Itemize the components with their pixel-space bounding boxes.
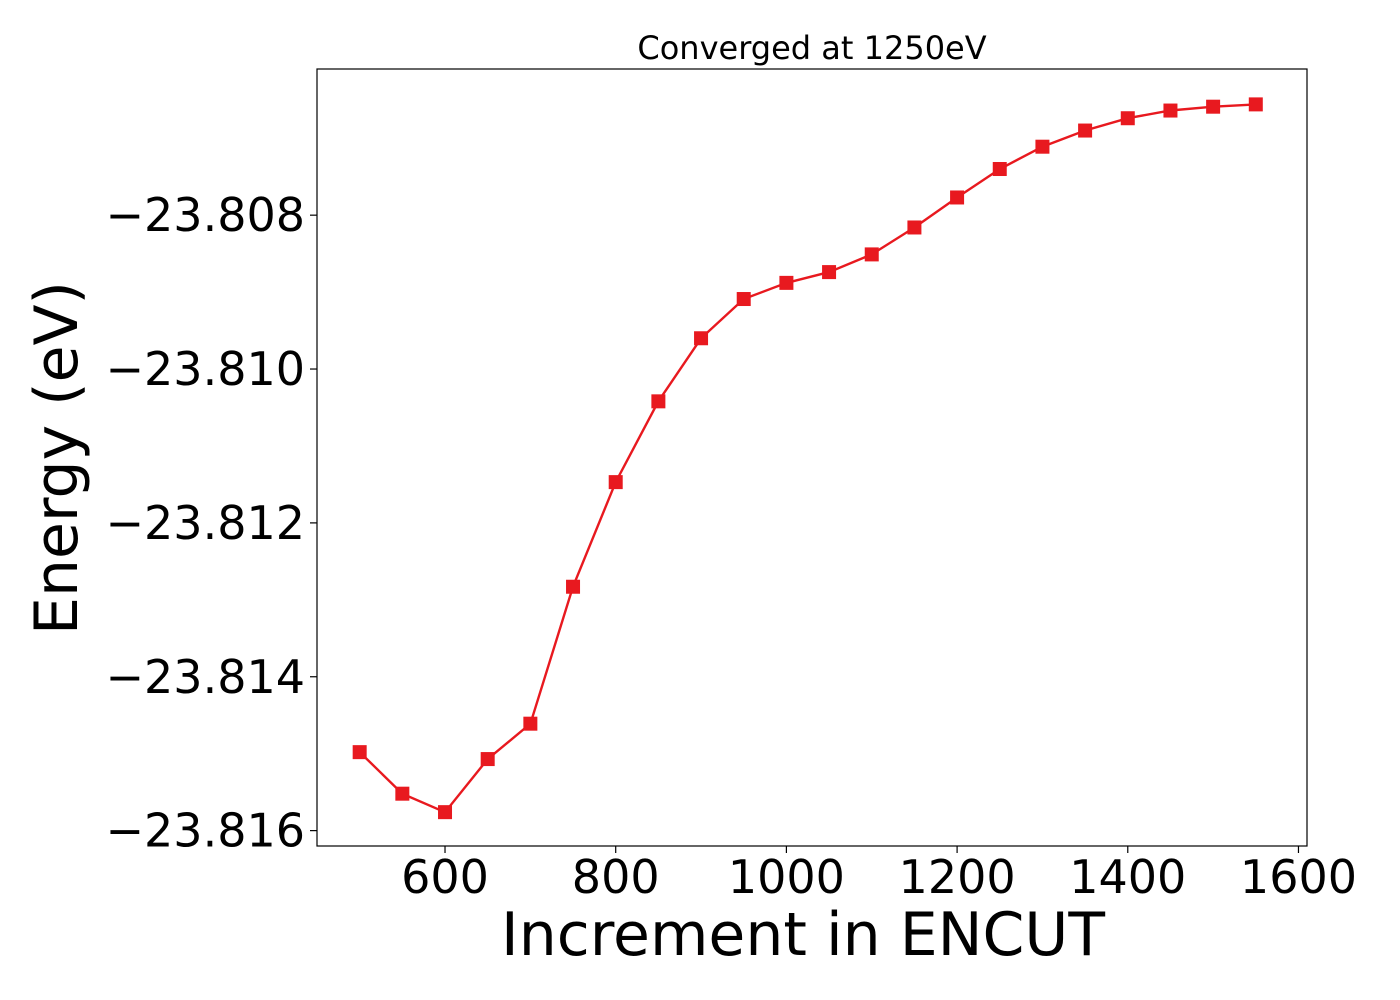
chart-title: Converged at 1250eV <box>637 29 986 67</box>
x-axis: 600 800 1000 1200 1400 1600 <box>401 846 1357 904</box>
x-tick-label: 1600 <box>1240 850 1357 904</box>
data-point <box>822 265 837 280</box>
x-axis-label: Increment in ENCUT <box>501 900 1105 970</box>
x-tick-label: 600 <box>401 850 489 904</box>
y-tick-label: −23.814 <box>106 650 306 704</box>
data-point <box>480 752 495 767</box>
data-point <box>1206 99 1221 114</box>
data-point <box>907 220 922 235</box>
data-point <box>566 579 581 594</box>
data-point <box>736 292 751 307</box>
data-point <box>1163 103 1178 118</box>
data-point <box>352 745 367 760</box>
x-tick-label: 800 <box>572 850 660 904</box>
data-point <box>608 475 623 490</box>
data-point <box>1248 97 1263 112</box>
plot-area <box>316 68 1308 847</box>
data-point <box>992 162 1007 177</box>
y-axis: −23.808 −23.810 −23.812 −23.814 −23.816 <box>106 188 317 858</box>
x-tick-label: 1400 <box>1069 850 1186 904</box>
y-tick-label: −23.808 <box>106 188 306 242</box>
data-point <box>523 716 538 731</box>
data-point <box>950 190 965 205</box>
x-tick-label: 1200 <box>899 850 1016 904</box>
data-point <box>395 786 410 801</box>
y-axis-label: Energy (eV) <box>22 281 92 635</box>
y-tick-label: −23.810 <box>106 342 306 396</box>
x-tick-label: 1000 <box>728 850 845 904</box>
data-point <box>864 247 879 262</box>
data-point <box>651 394 666 409</box>
series-layer <box>352 97 1263 820</box>
data-point <box>1078 123 1093 138</box>
data-point <box>694 331 709 346</box>
y-tick-label: −23.812 <box>106 496 306 550</box>
data-point <box>438 805 453 820</box>
data-point <box>779 275 794 290</box>
series-line <box>358 103 1256 814</box>
data-point <box>1035 139 1050 154</box>
data-point <box>1120 111 1135 126</box>
y-tick-label: −23.816 <box>106 804 306 858</box>
